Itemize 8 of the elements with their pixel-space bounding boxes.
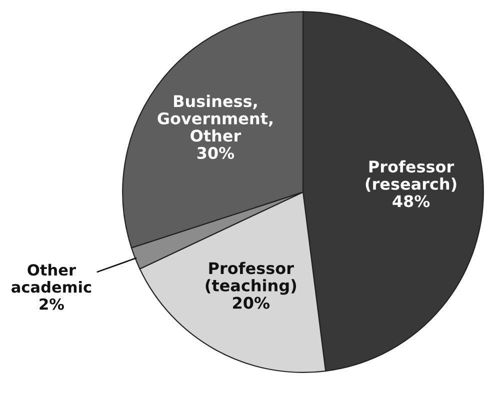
slice-label: Business, Government, Other: [158, 94, 272, 142]
slice-label: Professor (research): [366, 160, 456, 192]
slice-label: Professor (teaching): [206, 262, 296, 295]
data-label: 20%: [233, 296, 270, 309]
slice-label: Other academic: [12, 264, 92, 293]
data-label: 2%: [40, 298, 64, 310]
data-label: 48%: [392, 195, 430, 208]
data-label: 30%: [197, 146, 234, 160]
